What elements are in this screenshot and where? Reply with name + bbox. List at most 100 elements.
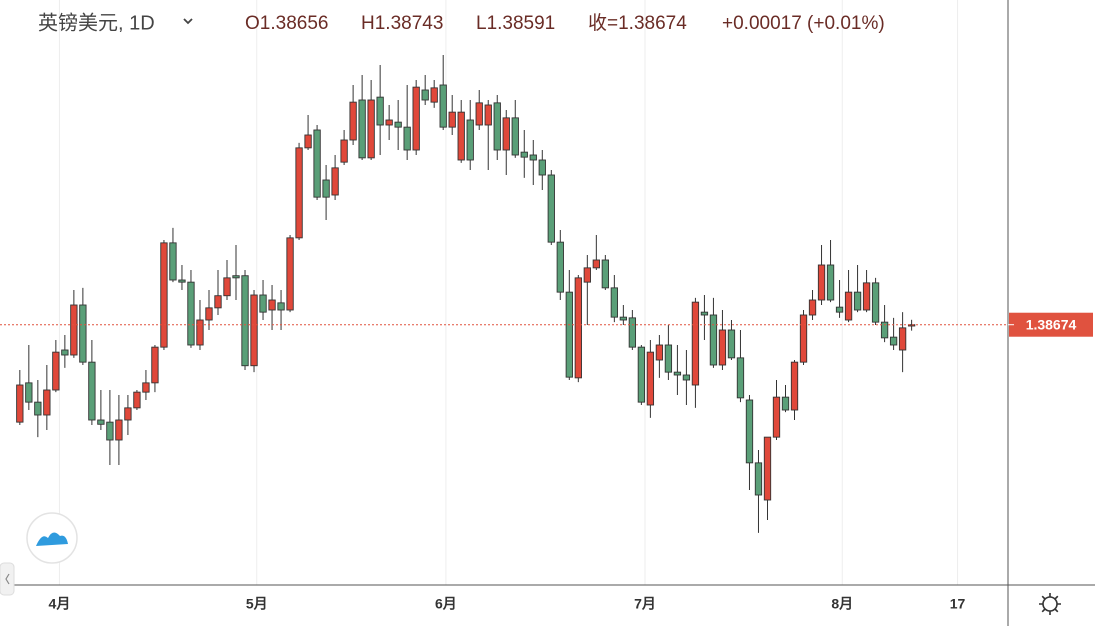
candle-body bbox=[115, 419, 123, 441]
candle-body bbox=[304, 134, 312, 149]
ohlc-change: +0.00017 (+0.01%) bbox=[722, 13, 885, 34]
interval-chevron[interactable] bbox=[183, 18, 193, 25]
candle-body bbox=[736, 357, 745, 399]
x-tick-label: 5月 bbox=[246, 596, 268, 612]
x-tick-label: 6月 bbox=[435, 596, 457, 612]
candle-body bbox=[223, 277, 231, 297]
candle-body bbox=[25, 382, 33, 403]
candle-body bbox=[160, 242, 168, 348]
candle-body bbox=[556, 241, 564, 293]
candle-body bbox=[610, 287, 618, 318]
ohlc-low: L1.38591 bbox=[476, 13, 555, 34]
candle-body bbox=[700, 311, 709, 316]
candle-body bbox=[673, 371, 682, 376]
candle-body bbox=[457, 111, 465, 161]
candle-body bbox=[520, 151, 528, 158]
candle-body bbox=[844, 291, 853, 321]
candle-body bbox=[889, 336, 898, 346]
candle-body bbox=[394, 121, 402, 128]
candle-body bbox=[430, 87, 438, 103]
candle-body bbox=[214, 295, 222, 309]
side-toggle-arrow[interactable] bbox=[5, 573, 10, 585]
candle-body bbox=[511, 117, 519, 156]
candle-body bbox=[358, 99, 366, 159]
candle-body bbox=[484, 104, 492, 126]
candle-body bbox=[70, 304, 78, 356]
candle-body bbox=[799, 314, 808, 363]
side-toggle[interactable] bbox=[0, 562, 15, 596]
logo-button[interactable] bbox=[26, 512, 78, 564]
last-price-box bbox=[1009, 312, 1093, 337]
candle-body bbox=[898, 327, 907, 351]
candle-body bbox=[853, 291, 862, 311]
candle-body bbox=[601, 259, 609, 289]
logo-icon[interactable] bbox=[36, 532, 68, 546]
candle-body bbox=[583, 267, 591, 283]
candle-body bbox=[178, 279, 186, 283]
candle-body bbox=[241, 275, 249, 367]
candle-body bbox=[88, 361, 96, 421]
candle-body bbox=[655, 344, 664, 361]
candle-body bbox=[664, 344, 673, 373]
candle-body bbox=[151, 346, 159, 384]
candle-body bbox=[61, 349, 69, 356]
candles bbox=[16, 55, 916, 533]
candle-body bbox=[826, 264, 835, 301]
candle-body bbox=[367, 99, 375, 159]
candle-body bbox=[340, 139, 348, 163]
x-tick-label: 4月 bbox=[49, 596, 71, 612]
candle-body bbox=[232, 275, 240, 279]
symbol-title[interactable]: 英镑美元, 1D bbox=[38, 11, 155, 34]
candle-body bbox=[646, 351, 655, 406]
candle-body bbox=[187, 281, 195, 346]
candle-body bbox=[907, 324, 916, 327]
candle-body bbox=[43, 389, 51, 416]
candle-body bbox=[385, 119, 393, 126]
candle-body bbox=[133, 391, 141, 409]
candle-body bbox=[403, 126, 411, 151]
ohlc-close: 收=1.38674 bbox=[588, 12, 687, 34]
candle-body bbox=[493, 102, 501, 151]
candle-body bbox=[502, 117, 510, 151]
x-tick-label: 7月 bbox=[634, 596, 656, 612]
settings-teeth[interactable] bbox=[1039, 593, 1061, 615]
candle-body bbox=[745, 399, 754, 464]
candle-body bbox=[376, 96, 384, 126]
candle-body bbox=[79, 304, 87, 363]
candle-body bbox=[313, 129, 321, 198]
candle-body bbox=[619, 316, 628, 321]
candle-body bbox=[97, 419, 105, 425]
candle-body bbox=[268, 299, 276, 311]
candle-body bbox=[835, 306, 844, 313]
candle-body bbox=[286, 237, 294, 311]
candle-body bbox=[448, 111, 456, 128]
last-price-label: 1.38674 bbox=[1026, 316, 1077, 332]
candle-body bbox=[322, 179, 330, 198]
candle-body bbox=[574, 277, 582, 379]
candle-body bbox=[781, 396, 790, 411]
settings-button[interactable] bbox=[1039, 593, 1061, 615]
candle-body bbox=[637, 346, 646, 403]
candle-body bbox=[871, 282, 880, 323]
candle-body bbox=[565, 291, 573, 378]
candle-body bbox=[709, 314, 718, 366]
candle-body bbox=[691, 301, 700, 386]
candle-body bbox=[592, 259, 600, 269]
candle-body bbox=[466, 119, 474, 161]
candle-body bbox=[106, 421, 114, 441]
candle-body bbox=[880, 321, 889, 339]
candle-body bbox=[412, 86, 420, 151]
candle-body bbox=[790, 361, 799, 411]
candle-body bbox=[538, 159, 546, 176]
candle-body bbox=[349, 101, 357, 141]
candle-body bbox=[628, 317, 637, 348]
candle-body bbox=[718, 329, 727, 366]
candle-body bbox=[259, 294, 267, 313]
candle-body bbox=[529, 154, 537, 161]
x-tick-label: 8月 bbox=[831, 596, 853, 612]
candle-body bbox=[277, 302, 285, 311]
candle-body bbox=[817, 264, 826, 301]
ohlc-open: O1.38656 bbox=[245, 13, 328, 34]
